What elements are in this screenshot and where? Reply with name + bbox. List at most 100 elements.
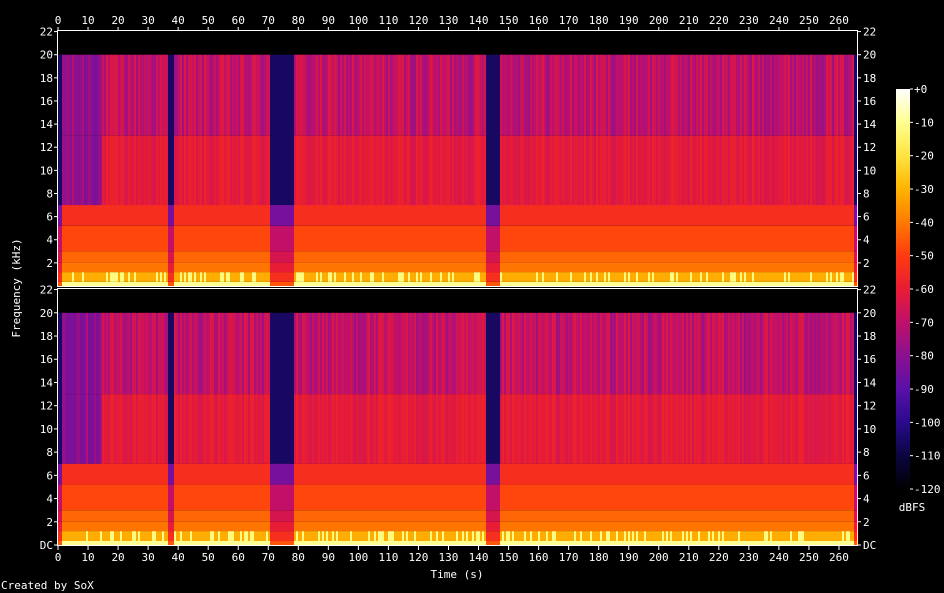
x-tick-label-top: 10 (81, 14, 94, 27)
x-tick-label-bottom: 50 (202, 551, 215, 564)
x-tick-label-top: 160 (529, 14, 549, 27)
x-tick-label-bottom: 140 (469, 551, 489, 564)
x-tick-label-top: 90 (322, 14, 335, 27)
y-tick-label-left: 16 (40, 95, 53, 108)
x-tick-label-bottom: 10 (81, 551, 94, 564)
y-tick-label-right: 6 (863, 469, 870, 482)
x-tick-label-bottom: 0 (55, 551, 62, 564)
y-tick-label-left: 16 (40, 353, 53, 366)
y-tick-label-left: 12 (40, 141, 53, 154)
y-tick-label-left: 20 (40, 49, 53, 62)
y-tick-label-right: 10 (863, 164, 876, 177)
y-tick-label-left: 8 (46, 446, 53, 459)
y-tick-label-left: 4 (46, 493, 53, 506)
y-tick-label-left: 14 (40, 376, 54, 389)
x-tick-label-top: 30 (141, 14, 154, 27)
y-tick-label-right: 8 (863, 187, 870, 200)
y-tick-label-right: 4 (863, 234, 870, 247)
x-tick-label-bottom: 240 (769, 551, 789, 564)
spectrogram-channel-1 (58, 31, 858, 286)
x-tick-label-bottom: 210 (679, 551, 699, 564)
x-tick-label-top: 60 (232, 14, 245, 27)
x-tick-label-bottom: 190 (619, 551, 639, 564)
y-tick-label-right: 20 (863, 49, 876, 62)
colorbar-tick-label: -120 (914, 483, 941, 496)
x-tick-label-top: 40 (172, 14, 185, 27)
y-tick-label-right: 20 (863, 307, 876, 320)
x-tick-label-bottom: 180 (589, 551, 609, 564)
x-tick-label-bottom: 110 (378, 551, 398, 564)
colorbar-tick-label: -70 (914, 316, 934, 329)
y-axis-label: Frequency (kHz) (10, 238, 23, 337)
y-tick-label-right: 2 (863, 257, 870, 270)
x-tick-label-bottom: 120 (409, 551, 429, 564)
plot-frame-1 (57, 30, 858, 287)
y-tick-label-right: 12 (863, 400, 876, 413)
colorbar-tick-label: -50 (914, 250, 934, 263)
y-tick-label-left: DC (40, 539, 53, 552)
x-tick-label-top: 250 (799, 14, 819, 27)
colorbar-tick-label: -30 (914, 183, 934, 196)
colorbar: +0 -10 -20 -30 -40 -50 -60 -70 -80 -90 -100 -110 -12… (896, 83, 941, 496)
x-tick-label-bottom: 220 (709, 551, 729, 564)
x-tick-label-top: 20 (111, 14, 124, 27)
y-tick-label-left: 22 (40, 284, 53, 297)
x-tick-label-bottom: 200 (649, 551, 669, 564)
x-tick-label-bottom: 130 (439, 551, 459, 564)
x-tick-label-top: 150 (499, 14, 519, 27)
colorbar-tick-label: +0 (914, 83, 927, 96)
x-tick-label-bottom: 90 (322, 551, 335, 564)
plot-frame-2 (57, 288, 858, 546)
x-tick-label-top: 190 (619, 14, 639, 27)
x-tick-label-top: 210 (679, 14, 699, 27)
y-tick-label-left: 6 (46, 211, 53, 224)
colorbar-tick-label: -110 (914, 450, 941, 463)
x-tick-label-top: 100 (348, 14, 368, 27)
x-tick-label-top: 140 (469, 14, 489, 27)
x-tick-label-top: 200 (649, 14, 669, 27)
x-tick-label-top: 180 (589, 14, 609, 27)
y-tick-label-left: 10 (40, 164, 53, 177)
colorbar-tick-label: -100 (914, 416, 941, 429)
y-tick-label-left: 2 (46, 516, 53, 529)
x-tick-label-top: 220 (709, 14, 729, 27)
y-tick-label-right: 14 (863, 376, 877, 389)
y-tick-label-left: 10 (40, 423, 53, 436)
y-tick-label-left: 2 (46, 257, 53, 270)
colorbar-tick-label: -10 (914, 116, 934, 129)
x-tick-label-top: 130 (439, 14, 459, 27)
x-axis-bottom: 0 10 20 30 40 50 60 70 80 90 100 110 120 130 140 150 160… (55, 546, 849, 564)
x-tick-label-bottom: 260 (829, 551, 849, 564)
colorbar-tick-label: -40 (914, 216, 934, 229)
y-tick-label-left: 12 (40, 400, 53, 413)
x-tick-label-top: 80 (292, 14, 305, 27)
plot-frames (57, 30, 858, 546)
x-tick-label-bottom: 230 (739, 551, 759, 564)
x-tick-label-top: 110 (378, 14, 398, 27)
y-tick-label-right: 12 (863, 141, 876, 154)
x-tick-label-bottom: 250 (799, 551, 819, 564)
x-tick-label-bottom: 80 (292, 551, 305, 564)
y-tick-label-right: 6 (863, 211, 870, 224)
y-tick-label-left: 6 (46, 469, 53, 482)
x-tick-label-bottom: 30 (141, 551, 154, 564)
colorbar-tick-label: -90 (914, 383, 934, 396)
y-tick-label-left: 4 (46, 234, 53, 247)
y-tick-label-right: 22 (863, 26, 876, 39)
y-tick-label-left: 18 (40, 330, 53, 343)
y-tick-label-right: 16 (863, 95, 876, 108)
colorbar-tick-label: -80 (914, 350, 934, 363)
y-tick-label-right: DC (863, 539, 876, 552)
y-tick-label-right: 14 (863, 118, 877, 131)
colorbar-label: dBFS (899, 501, 926, 514)
colorbar-gradient-bar (896, 89, 910, 489)
x-axis-label: Time (s) (431, 568, 484, 581)
x-tick-label-bottom: 100 (348, 551, 368, 564)
y-tick-label-left: 14 (40, 118, 54, 131)
credit-text: Created by SoX (1, 579, 94, 592)
y-tick-label-right: 2 (863, 516, 870, 529)
spectrogram-channel-2 (58, 289, 858, 545)
y-tick-label-right: 22 (863, 284, 876, 297)
x-tick-label-bottom: 170 (559, 551, 579, 564)
x-tick-label-top: 120 (409, 14, 429, 27)
